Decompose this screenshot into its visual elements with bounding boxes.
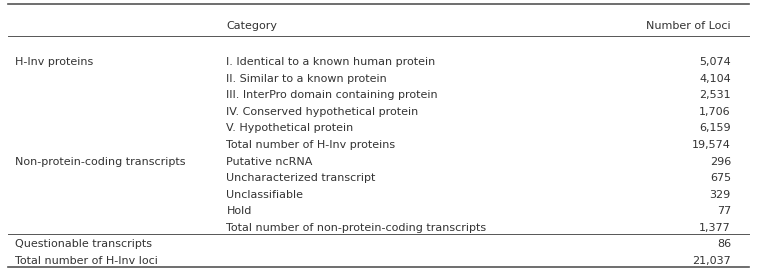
Text: V. Hypothetical protein: V. Hypothetical protein (226, 123, 354, 134)
Text: Total number of H-Inv proteins: Total number of H-Inv proteins (226, 140, 396, 150)
Text: 675: 675 (710, 173, 731, 183)
Text: Non-protein-coding transcripts: Non-protein-coding transcripts (15, 156, 185, 166)
Text: 6,159: 6,159 (699, 123, 731, 134)
Text: IV. Conserved hypothetical protein: IV. Conserved hypothetical protein (226, 107, 419, 117)
Text: II. Similar to a known protein: II. Similar to a known protein (226, 74, 387, 84)
Text: 5,074: 5,074 (699, 57, 731, 67)
Text: Questionable transcripts: Questionable transcripts (15, 239, 152, 249)
Text: 329: 329 (709, 190, 731, 200)
Text: Uncharacterized transcript: Uncharacterized transcript (226, 173, 375, 183)
Text: 86: 86 (717, 239, 731, 249)
Text: Putative ncRNA: Putative ncRNA (226, 156, 313, 166)
Text: 21,037: 21,037 (692, 256, 731, 266)
Text: 19,574: 19,574 (692, 140, 731, 150)
Text: H-Inv proteins: H-Inv proteins (15, 57, 93, 67)
Text: Hold: Hold (226, 206, 252, 216)
Text: III. InterPro domain containing protein: III. InterPro domain containing protein (226, 90, 438, 100)
Text: Total number of H-Inv loci: Total number of H-Inv loci (15, 256, 158, 266)
Text: 296: 296 (709, 156, 731, 166)
Text: Unclassifiable: Unclassifiable (226, 190, 304, 200)
Text: 1,706: 1,706 (699, 107, 731, 117)
Text: 77: 77 (717, 206, 731, 216)
Text: Category: Category (226, 21, 277, 31)
Text: Number of Loci: Number of Loci (646, 21, 731, 31)
Text: 1,377: 1,377 (699, 222, 731, 233)
Text: 4,104: 4,104 (699, 74, 731, 84)
Text: Total number of non-protein-coding transcripts: Total number of non-protein-coding trans… (226, 222, 487, 233)
Text: 2,531: 2,531 (699, 90, 731, 100)
Text: I. Identical to a known human protein: I. Identical to a known human protein (226, 57, 436, 67)
